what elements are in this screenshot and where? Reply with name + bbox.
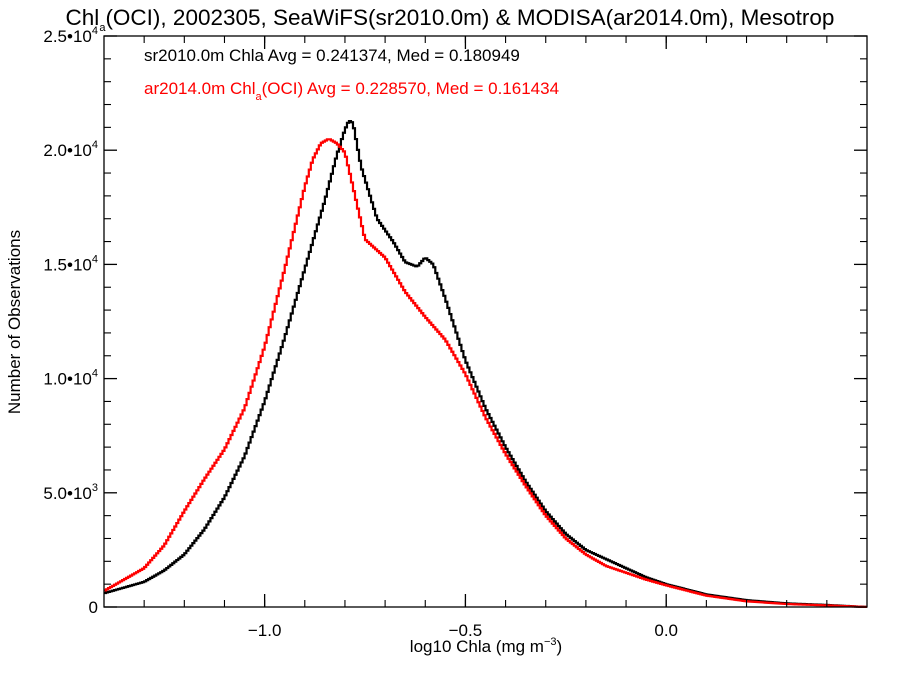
x-tick-label-0: −1.0 [248, 621, 282, 640]
series-1-histogram [104, 138, 867, 609]
plot-area: −1.0 −0.5 0.0 0 5.0•103 1.0•104 1.5•104 2.0•104… [43, 25, 867, 640]
x-axis-title: log10 Chla (mg m−3) [410, 636, 562, 656]
x-tick-label-2: 0.0 [654, 621, 678, 640]
y-tick-label-3: 1.5•104 [43, 253, 98, 274]
chart-title-subscript: a [99, 22, 106, 34]
plot-frame [103, 35, 868, 608]
stat-line-1: ar2014.0m Chla(OCI) Avg = 0.228570, Med … [144, 79, 559, 103]
y-tick-label-2: 1.0•104 [43, 368, 98, 389]
series-0-histogram [104, 119, 867, 609]
y-axis-title: Number of Observations [5, 230, 24, 414]
y-tick-label-1: 5.0•103 [43, 482, 98, 503]
y-tick-label-4: 2.0•104 [43, 139, 98, 160]
x-tick-label-1: −0.5 [449, 621, 483, 640]
y-tick-label-5: 2.5•104 [43, 25, 98, 46]
stat-line-0: sr2010.0m Chla Avg = 0.241374, Med = 0.1… [144, 46, 520, 65]
chart-title: Chla(OCI), 2002305, SeaWiFS(sr2010.0m) &… [66, 5, 835, 34]
statistics-annotations: sr2010.0m Chla Avg = 0.241374, Med = 0.1… [144, 46, 559, 103]
chart-title-prefix: Chl [66, 5, 100, 30]
y-tick-label-0: 0 [89, 598, 98, 617]
chart-title-suffix: (OCI), 2002305, SeaWiFS(sr2010.0m) & MOD… [105, 5, 834, 30]
